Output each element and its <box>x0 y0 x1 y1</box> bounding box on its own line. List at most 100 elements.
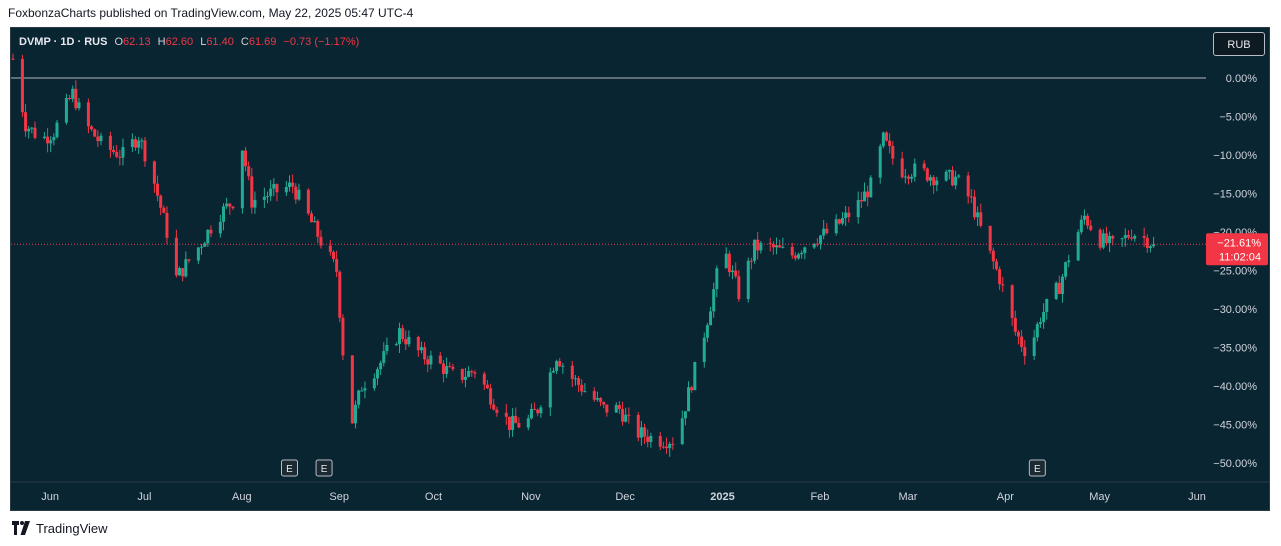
candle-body <box>1060 276 1064 294</box>
candle-body <box>847 212 851 218</box>
candle-body <box>222 206 226 222</box>
x-tick-label: Jul <box>137 491 151 503</box>
candle-body <box>429 355 433 365</box>
candle-body <box>467 371 471 377</box>
x-tick-label: Nov <box>521 491 541 503</box>
candle-body <box>306 189 310 214</box>
earnings-marker[interactable]: E <box>281 459 299 477</box>
candle-body <box>1111 235 1115 239</box>
candle-body <box>247 166 251 177</box>
candle-body <box>800 252 804 255</box>
candle-body <box>253 199 257 208</box>
candle-body <box>74 88 78 109</box>
candle-body <box>130 139 134 148</box>
candle-body <box>621 408 625 422</box>
ohlc-legend: DVMP · 1D · RUS O62.13 H62.60 L61.40 C61… <box>19 36 359 48</box>
candle-body <box>485 384 489 389</box>
candle-body <box>844 212 848 219</box>
earnings-marker[interactable]: E <box>315 459 333 477</box>
candle-body <box>731 270 735 273</box>
candle-body <box>969 196 973 198</box>
candle-body <box>705 325 709 338</box>
candle-body <box>266 196 270 198</box>
candle-body <box>639 427 643 438</box>
candle-body <box>341 317 345 356</box>
candle-body <box>514 415 518 424</box>
high-label: H <box>157 36 166 48</box>
candle-body <box>397 328 401 345</box>
earnings-marker[interactable]: E <box>1028 459 1046 477</box>
candle-body <box>781 246 785 248</box>
y-tick-label: −45.00% <box>1213 419 1257 431</box>
close-value: 61.69 <box>248 36 277 48</box>
candle-body <box>162 207 166 213</box>
candle-body <box>822 228 826 236</box>
candle-body <box>30 127 34 129</box>
y-tick-label: −40.00% <box>1213 381 1257 393</box>
candle-body <box>416 336 420 351</box>
candle-body <box>636 414 640 438</box>
symbol-info: DVMP · 1D · RUS <box>19 36 108 48</box>
open-label: O <box>114 36 124 48</box>
candle-body <box>746 260 750 299</box>
candle-body <box>71 88 75 100</box>
currency-button[interactable]: RUB <box>1213 32 1265 56</box>
candle-body <box>815 243 819 245</box>
low-label: L <box>200 36 207 48</box>
footer: TradingView <box>10 519 108 537</box>
candle-body <box>196 247 200 261</box>
candle-body <box>297 189 301 200</box>
candle-body <box>42 136 46 138</box>
candle-body <box>1076 232 1080 261</box>
candle-body <box>309 213 313 223</box>
candle-body <box>1023 347 1027 357</box>
candle-body <box>1152 244 1156 247</box>
candle-body <box>668 443 672 449</box>
candle-body <box>925 168 929 181</box>
candle-body <box>944 171 948 181</box>
candle-body <box>891 146 895 159</box>
x-tick-label: Sep <box>329 491 349 503</box>
candle-body <box>793 255 797 259</box>
y-tick-label: −35.00% <box>1213 342 1257 354</box>
candle-body <box>156 183 160 196</box>
price-chart[interactable]: 5.00%0.00%−5.00%−10.00%−15.00%−20.00%−25… <box>11 28 1269 510</box>
candle-body <box>218 221 222 234</box>
footer-brand: TradingView <box>36 520 108 536</box>
candle-body <box>426 359 430 365</box>
candle-body <box>382 351 386 363</box>
candle-body <box>350 355 354 424</box>
candle-body <box>624 414 628 422</box>
high-value: 62.60 <box>165 36 194 48</box>
candle-body <box>269 188 273 197</box>
candle-body <box>1035 324 1039 338</box>
candle-body <box>863 191 867 202</box>
candle-body <box>910 176 914 179</box>
candle-body <box>1130 237 1134 239</box>
candle-body <box>1042 311 1046 323</box>
candle-body <box>275 184 279 193</box>
candle-body <box>1108 235 1112 244</box>
candle-body <box>859 199 863 202</box>
candle-body <box>778 245 782 248</box>
candle-body <box>913 163 917 177</box>
candle-body <box>533 408 537 410</box>
candle-body <box>244 150 248 167</box>
candle-body <box>935 180 939 186</box>
candle-body <box>932 177 936 186</box>
candle-body <box>445 366 449 374</box>
low-value: 61.40 <box>206 36 234 48</box>
candle-body <box>423 347 427 360</box>
candle-body <box>724 253 728 269</box>
candle-body <box>1079 219 1083 233</box>
x-tick-label: Apr <box>997 491 1014 503</box>
candle-body <box>1089 225 1093 230</box>
svg-text:E: E <box>286 464 293 475</box>
candle-body <box>1064 262 1068 277</box>
candle-body <box>52 137 56 141</box>
x-tick-label: Oct <box>425 491 442 503</box>
candle-body <box>869 177 873 198</box>
chart-pane[interactable]: 5.00%0.00%−5.00%−10.00%−15.00%−20.00%−25… <box>10 27 1270 511</box>
candle-body <box>665 446 669 449</box>
candle-body <box>316 221 320 237</box>
